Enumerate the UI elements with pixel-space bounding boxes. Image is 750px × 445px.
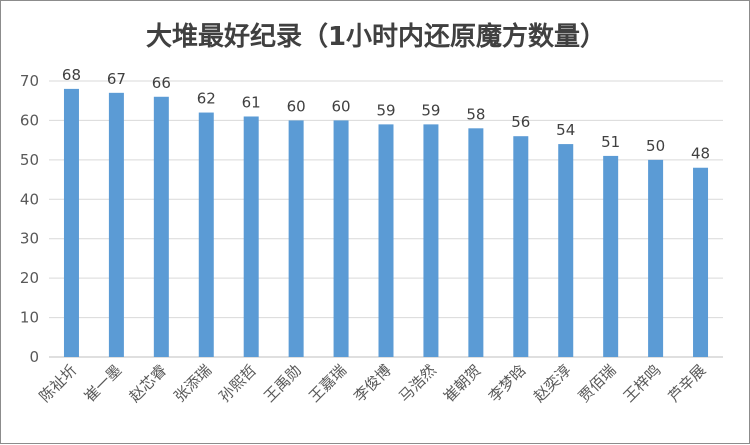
x-axis-ticks: 陈祉圻 崔一墨 赵芯睿 张添瑞 孙熙哲 王禹勋 王嘉瑞 李俊博 马浩然 崔朝贺 李梦晗 赵奕淳 贾佰瑞王… — [36, 361, 710, 406]
y-tick-label: 60 — [20, 111, 39, 129]
x-tick-label: 贾佰瑞 — [575, 361, 620, 406]
bar — [333, 120, 349, 357]
data-label: 51 — [601, 133, 620, 151]
bar — [153, 96, 169, 358]
bar — [468, 128, 484, 357]
y-tick-label: 70 — [20, 72, 39, 90]
x-tick-label: 崔一墨 — [81, 361, 126, 406]
chart-title: 大堆最好纪录（1小时内还原魔方数量） — [146, 21, 606, 52]
bar — [648, 159, 664, 357]
bar — [378, 124, 394, 357]
bars — [63, 88, 709, 358]
data-labels: 68 67 66 62 61 60 60 59 59 58 56 54 51 50 48 — [62, 66, 710, 163]
bar — [198, 112, 214, 358]
data-label: 54 — [556, 121, 575, 139]
x-tick-label: 陈祉圻 — [36, 361, 81, 406]
bar — [63, 88, 79, 357]
x-tick-label: 马浩然 — [395, 361, 440, 406]
y-tick-label: 20 — [20, 269, 39, 287]
x-tick-label: 李俊博 — [350, 361, 395, 406]
bar — [243, 116, 259, 357]
y-axis-ticks: 0 10 20 30 40 50 60 70 — [20, 72, 39, 366]
data-label: 66 — [152, 74, 171, 92]
bar — [513, 136, 529, 357]
y-tick-label: 10 — [20, 309, 39, 327]
data-label: 60 — [332, 97, 351, 115]
x-tick-label: 芦辛展 — [665, 361, 710, 406]
x-tick-label: 李梦晗 — [485, 361, 530, 406]
bar — [108, 92, 124, 357]
x-tick-label: 赵芯睿 — [126, 361, 171, 406]
x-tick-label: 孙熙哲 — [215, 361, 260, 406]
x-tick-label: 王梓鸣 — [620, 361, 665, 406]
data-label: 62 — [197, 90, 216, 108]
y-tick-label: 50 — [20, 151, 39, 169]
x-tick-label: 张添瑞 — [171, 361, 216, 406]
data-label: 68 — [62, 66, 81, 84]
data-label: 59 — [376, 101, 395, 119]
bar — [558, 144, 574, 357]
data-label: 61 — [242, 93, 261, 111]
x-tick-label: 王禹勋 — [260, 361, 305, 406]
data-label: 59 — [421, 101, 440, 119]
data-label: 58 — [466, 105, 485, 123]
bar — [288, 120, 304, 357]
data-label: 67 — [107, 70, 126, 88]
bar — [603, 155, 619, 357]
y-tick-label: 40 — [20, 190, 39, 208]
data-label: 60 — [287, 97, 306, 115]
y-tick-label: 30 — [20, 230, 39, 248]
x-tick-label: 王嘉瑞 — [305, 361, 350, 406]
bar — [693, 167, 709, 357]
x-tick-label: 崔朝贺 — [440, 361, 485, 406]
y-tick-label: 0 — [29, 348, 39, 366]
x-tick-label: 赵奕淳 — [530, 361, 575, 406]
data-label: 48 — [691, 145, 710, 163]
data-label: 56 — [511, 113, 530, 131]
bar — [423, 124, 439, 357]
data-label: 50 — [646, 137, 665, 155]
